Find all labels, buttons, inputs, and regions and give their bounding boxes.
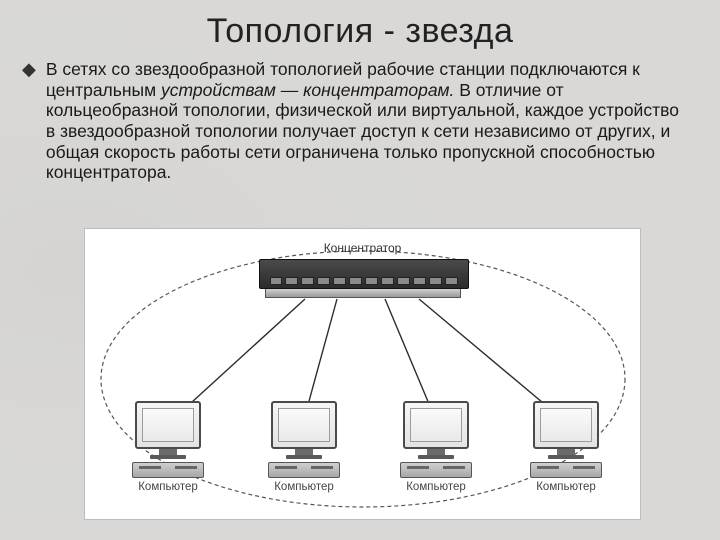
- hub-base: [265, 289, 461, 298]
- hub-label: Концентратор: [324, 241, 402, 255]
- pc-label: Компьютер: [525, 481, 607, 493]
- pc-label: Компьютер: [395, 481, 477, 493]
- page-title: Топология - звезда: [0, 0, 720, 51]
- hub-body: [259, 259, 469, 289]
- workstation-2: Компьютер: [263, 401, 345, 493]
- body-paragraph: В сетях со звездообразной топологией раб…: [46, 59, 690, 183]
- workstation-3: Компьютер: [395, 401, 477, 493]
- workstation-4: Компьютер: [525, 401, 607, 493]
- bullet-icon: ◆: [22, 59, 36, 81]
- monitor-icon: [135, 401, 201, 449]
- hub-device: [259, 259, 467, 299]
- pc-label: Компьютер: [263, 481, 345, 493]
- monitor-icon: [403, 401, 469, 449]
- tower-icon: [132, 462, 204, 478]
- tower-icon: [400, 462, 472, 478]
- body-text-row: ◆ В сетях со звездообразной топологией р…: [0, 51, 720, 183]
- hub-ports: [270, 277, 458, 285]
- star-topology-diagram: Концентратор Компьютер Компьютер Компьют…: [84, 228, 641, 520]
- monitor-icon: [271, 401, 337, 449]
- workstation-1: Компьютер: [127, 401, 209, 493]
- monitor-icon: [533, 401, 599, 449]
- tower-icon: [530, 462, 602, 478]
- para-emphasis: устройствам — концентраторам.: [161, 80, 454, 100]
- tower-icon: [268, 462, 340, 478]
- pc-label: Компьютер: [127, 481, 209, 493]
